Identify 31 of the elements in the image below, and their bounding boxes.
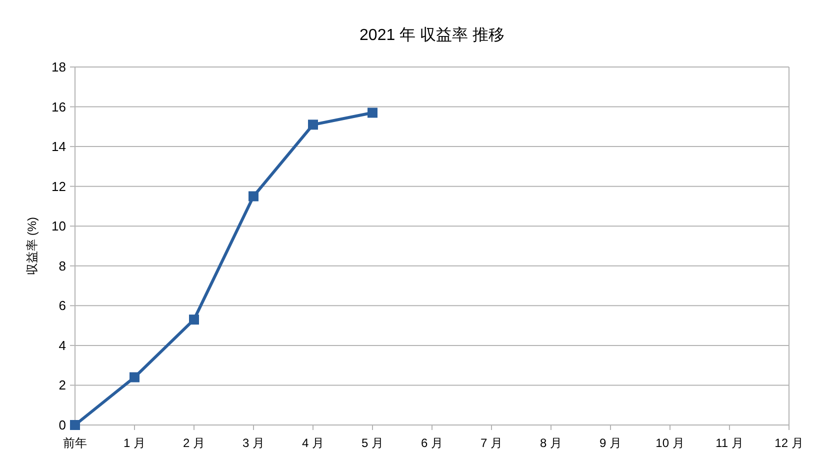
x-tick-label: 11 月 — [716, 436, 744, 450]
y-tick-label: 0 — [58, 418, 66, 432]
point — [70, 420, 80, 430]
y-tick-label: 14 — [52, 139, 66, 154]
y-tick-label: 2 — [58, 378, 66, 393]
x-tick-label: 10 月 — [656, 436, 684, 450]
x-tick-label: 9 月 — [599, 436, 622, 450]
x-tick-label: 3 月 — [242, 436, 265, 450]
y-axis-title: 収益率 (%) — [25, 217, 39, 275]
point — [248, 191, 258, 202]
y-tick-label: 12 — [52, 178, 66, 194]
x-tick-label: 7 月 — [480, 436, 503, 450]
y-tick-label: 8 — [58, 258, 66, 274]
y-tick-label: 4 — [58, 338, 66, 353]
x-tick-label: 前年 — [63, 436, 87, 450]
x-tick-label: 4 月 — [302, 436, 324, 450]
y-tick-label: 16 — [52, 99, 66, 114]
x-tick-label: 5 月 — [361, 436, 384, 450]
x-tick-label: 12 月 — [774, 436, 804, 450]
point — [189, 314, 199, 325]
point — [368, 108, 378, 118]
chart-title: 2021 年 収益率 推移 — [360, 26, 504, 44]
point — [130, 372, 140, 382]
x-tick-label: 6 月 — [420, 436, 444, 450]
point — [308, 120, 318, 130]
y-tick-label: 18 — [52, 60, 66, 74]
y-tick-label: 6 — [58, 298, 66, 314]
x-tick-label: 8 月 — [540, 436, 562, 450]
x-tick-label: 1 月 — [123, 436, 146, 450]
x-tick-label: 2 月 — [182, 436, 206, 450]
y-tick-label: 10 — [52, 218, 66, 234]
